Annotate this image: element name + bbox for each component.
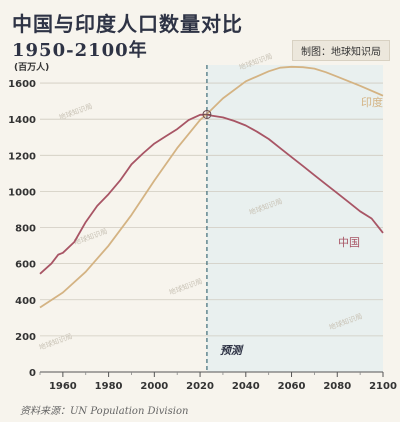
legend-label-china: 中国 bbox=[338, 236, 360, 249]
y-tick-label: 0 bbox=[29, 368, 36, 379]
chart-subtitle: 1950-2100年 bbox=[12, 40, 148, 61]
watermark: 地球知识局 bbox=[38, 331, 74, 351]
y-tick-label: 200 bbox=[15, 332, 36, 343]
y-tick-label: 1400 bbox=[8, 115, 36, 126]
forecast-region bbox=[206, 65, 383, 372]
y-tick-label: 1600 bbox=[8, 79, 36, 90]
forecast-label: 预测 bbox=[220, 344, 244, 357]
x-tick-label: 2000 bbox=[140, 381, 168, 392]
watermark: 地球知识局 bbox=[168, 276, 204, 296]
chart-title: 中国与印度人口数量对比 bbox=[12, 12, 243, 36]
y-tick-label: 400 bbox=[15, 296, 36, 307]
x-tick-label: 2040 bbox=[232, 381, 260, 392]
x-tick-label: 1960 bbox=[49, 381, 77, 392]
x-tick-label: 2060 bbox=[278, 381, 306, 392]
y-tick-label: 800 bbox=[15, 224, 36, 235]
legend-label-india: 印度 bbox=[361, 95, 383, 109]
credit-badge: 制图：地球知识局 bbox=[292, 40, 390, 61]
x-tick-label: 2020 bbox=[186, 381, 214, 392]
x-tick-label: 2080 bbox=[323, 381, 351, 392]
y-axis-label: (百万人) bbox=[14, 61, 49, 73]
x-tick-label: 1980 bbox=[95, 381, 123, 392]
x-tick-label: 2100 bbox=[369, 381, 397, 392]
data-source: 资料来源：UN Population Division bbox=[20, 406, 189, 417]
y-tick-label: 1200 bbox=[8, 151, 36, 162]
y-tick-label: 600 bbox=[15, 260, 36, 271]
series-line-india bbox=[39, 65, 384, 309]
y-tick-label: 1000 bbox=[8, 187, 36, 198]
